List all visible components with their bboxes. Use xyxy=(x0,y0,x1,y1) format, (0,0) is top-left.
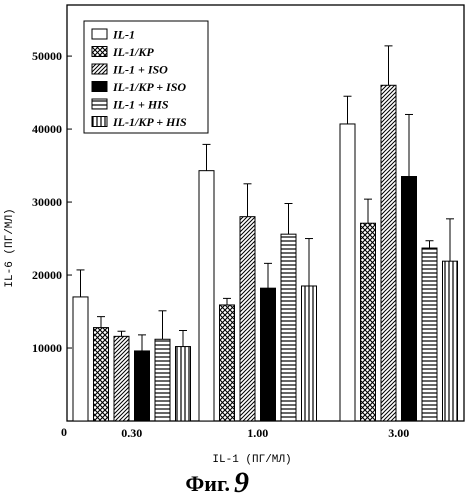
bar-s1-c1 xyxy=(219,304,235,422)
legend-swatch-0 xyxy=(91,28,108,40)
bar-s4-c2 xyxy=(421,247,438,422)
legend-label-5: IL-1/KP + HIS xyxy=(112,115,187,129)
bar-s4-c1 xyxy=(280,233,297,422)
legend-box xyxy=(83,20,209,134)
x-tick-label-zero: 0 xyxy=(61,425,67,439)
y-tick-label-3: 40000 xyxy=(32,122,62,136)
bar-s2-c1 xyxy=(239,216,256,422)
bar-s5-c1 xyxy=(301,285,317,422)
legend-swatch-1 xyxy=(91,46,108,57)
legend-label-4: IL-1 + HIS xyxy=(112,98,169,112)
error-bars-group xyxy=(76,45,454,351)
y-tick-label-1: 20000 xyxy=(32,268,62,282)
y-axis-label: IL-6 (ПГ/МЛ) xyxy=(4,208,16,287)
y-tick-label-2: 30000 xyxy=(32,195,62,209)
bar-s3-c0 xyxy=(134,350,150,422)
bar-s5-c2 xyxy=(442,260,458,422)
bar-s3-c1 xyxy=(260,287,276,422)
bar-s2-c0 xyxy=(113,335,130,422)
x-tick-label-0: 0.30 xyxy=(121,426,142,440)
legend-label-3: IL-1/KP + ISO xyxy=(112,80,186,94)
legend-swatch-2 xyxy=(91,63,108,75)
figure-caption-prefix: Фиг. xyxy=(185,471,230,496)
x-axis-label: IL-1 (ПГ/МЛ) xyxy=(212,454,291,466)
legend: IL-1 IL-1/KP IL-1 + ISO IL-1/KP + ISO IL-1 +… xyxy=(83,20,209,134)
legend-label-1: IL-1/KP xyxy=(112,45,154,59)
y-axis-ticks: 10000 20000 30000 40000 50000 xyxy=(32,49,72,355)
bar-s0-c2 xyxy=(339,123,356,422)
bar-s1-c0 xyxy=(93,327,109,422)
x-axis-ticks: 0 0.30 1.00 3.00 xyxy=(61,425,409,440)
legend-label-2: IL-1 + ISO xyxy=(112,63,168,77)
figure-caption-number: 9 xyxy=(234,466,249,499)
bar-s5-c0 xyxy=(175,346,191,422)
bar-s1-c2 xyxy=(360,222,376,422)
legend-label-0: IL-1 xyxy=(112,28,135,42)
y-tick-label-4: 50000 xyxy=(32,49,62,63)
bar-s4-c0 xyxy=(154,338,171,422)
bar-s0-c1 xyxy=(198,170,215,422)
legend-swatch-5 xyxy=(91,116,108,127)
bar-s2-c2 xyxy=(380,84,397,422)
bar-s0-c0 xyxy=(72,296,89,422)
bars-group xyxy=(72,84,458,422)
y-tick-label-0: 10000 xyxy=(32,341,62,355)
legend-swatch-4 xyxy=(91,98,108,110)
x-tick-label-1: 1.00 xyxy=(247,426,268,440)
bar-s3-c2 xyxy=(401,176,417,422)
legend-swatch-3 xyxy=(91,81,108,92)
x-tick-label-2: 3.00 xyxy=(388,426,409,440)
